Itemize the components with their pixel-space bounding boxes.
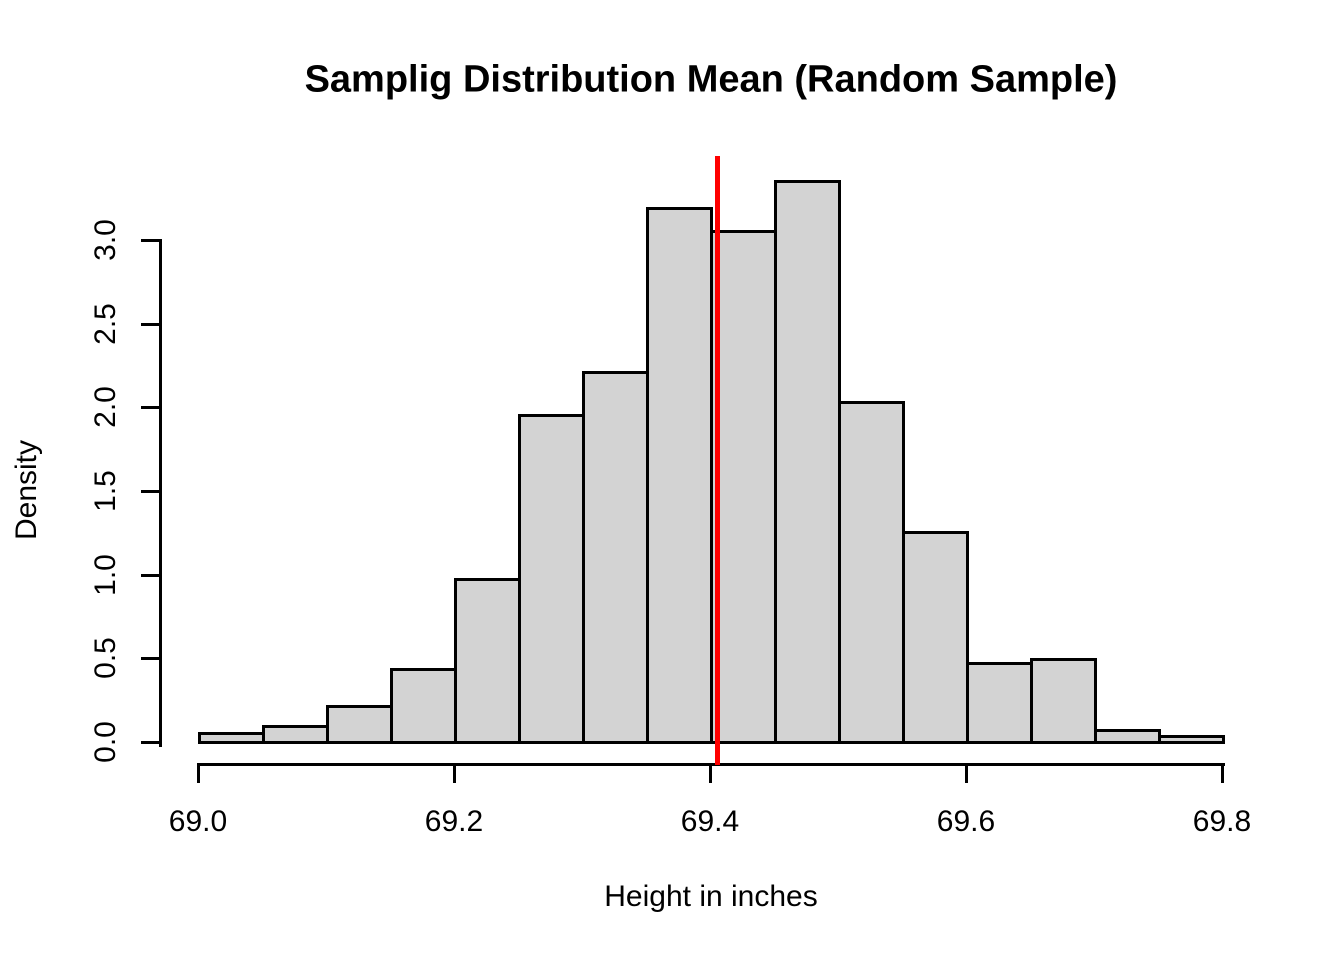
x-tick — [197, 763, 200, 783]
histogram-bar — [198, 732, 265, 744]
histogram-bar — [838, 401, 905, 744]
y-tick-label: 1.5 — [89, 470, 122, 512]
histogram-bar — [390, 668, 457, 744]
x-axis-title: Height in inches — [604, 880, 818, 913]
y-tick-label: 1.0 — [89, 554, 122, 596]
histogram-bar — [326, 705, 393, 744]
y-tick — [141, 406, 159, 409]
histogram-bar — [1094, 729, 1161, 744]
histogram-bar — [518, 414, 585, 744]
y-tick — [141, 323, 159, 326]
chart-title: Samplig Distribution Mean (Random Sample… — [304, 58, 1118, 101]
x-tick-label: 69.2 — [424, 805, 484, 838]
x-tick — [965, 763, 968, 783]
histogram-bar — [262, 725, 329, 744]
y-tick-label: 0.5 — [89, 637, 122, 679]
y-tick — [141, 741, 159, 744]
x-tick — [453, 763, 456, 783]
y-tick-label: 0.0 — [89, 721, 122, 763]
y-tick — [141, 657, 159, 660]
y-tick-label: 2.5 — [89, 303, 122, 345]
y-tick — [141, 574, 159, 577]
x-tick-label: 69.8 — [1192, 805, 1252, 838]
histogram-bar — [902, 531, 969, 744]
x-tick — [709, 763, 712, 783]
histogram-bar — [582, 371, 649, 744]
histogram-bar — [1158, 735, 1225, 744]
histogram-bar — [774, 180, 841, 744]
x-tick-label: 69.4 — [680, 805, 740, 838]
y-axis-title: Density — [10, 439, 43, 541]
y-tick — [141, 239, 159, 242]
x-tick — [1221, 763, 1224, 783]
x-tick-label: 69.6 — [936, 805, 996, 838]
x-tick-label: 69.0 — [168, 805, 228, 838]
histogram-bar — [966, 662, 1033, 744]
histogram-bar — [1030, 658, 1097, 744]
histogram-bar — [454, 578, 521, 744]
y-tick-label: 2.0 — [89, 386, 122, 428]
mean-line — [715, 156, 721, 765]
y-tick-label: 3.0 — [89, 219, 122, 261]
histogram-bar — [646, 207, 713, 744]
y-tick — [141, 490, 159, 493]
y-axis-line — [159, 239, 162, 747]
